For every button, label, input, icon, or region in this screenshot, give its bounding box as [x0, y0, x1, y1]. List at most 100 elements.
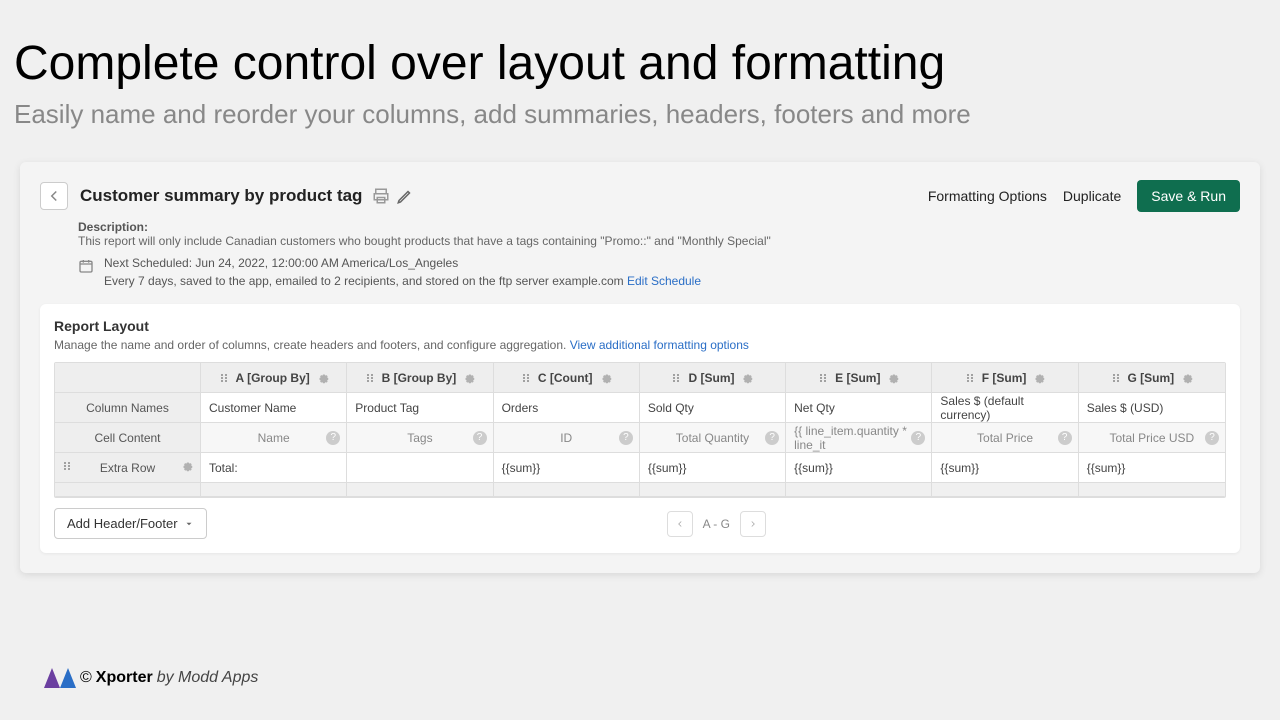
drag-icon[interactable] [520, 372, 532, 384]
help-icon[interactable]: ? [911, 431, 925, 445]
cell-content-cell[interactable]: Total Price USD? [1079, 423, 1225, 453]
print-icon[interactable] [372, 187, 390, 205]
schedule-recurrence: Every 7 days, saved to the app, emailed … [104, 274, 624, 288]
drag-icon[interactable] [61, 460, 73, 472]
drag-icon[interactable] [1110, 372, 1122, 384]
spacer-cell [201, 483, 347, 497]
pager-prev-button[interactable] [667, 511, 693, 537]
cell-content-cell[interactable]: Total Quantity? [640, 423, 786, 453]
cell-content-cell[interactable]: Name? [201, 423, 347, 453]
save-run-button[interactable]: Save & Run [1137, 180, 1240, 212]
schedule-next: Next Scheduled: Jun 24, 2022, 12:00:00 A… [104, 254, 701, 272]
page-subtitle: Easily name and reorder your columns, ad… [0, 91, 1280, 130]
spacer-cell [786, 483, 932, 497]
column-name-cell[interactable]: Sold Qty [640, 393, 786, 423]
duplicate-link[interactable]: Duplicate [1063, 188, 1121, 204]
cell-content-cell[interactable]: {{ line_item.quantity * line_it? [786, 423, 932, 453]
footer-by: by Modd Apps [157, 669, 259, 687]
column-name-cell[interactable]: Product Tag [347, 393, 493, 423]
column-name-cell[interactable]: Customer Name [201, 393, 347, 423]
layout-title: Report Layout [54, 318, 1226, 334]
extra-row-cell[interactable] [347, 453, 493, 483]
extra-row-cell[interactable]: {{sum}} [1079, 453, 1225, 483]
cell-content-cell[interactable]: Total Price? [932, 423, 1078, 453]
app-card: Customer summary by product tag Formatti… [20, 162, 1260, 573]
logo-bar-2 [60, 668, 76, 688]
description-text: This report will only include Canadian c… [78, 234, 771, 248]
extra-row-cell[interactable]: {{sum}} [494, 453, 640, 483]
view-formatting-link[interactable]: View additional formatting options [570, 338, 749, 352]
extra-row-cell[interactable]: {{sum}} [640, 453, 786, 483]
drag-icon[interactable] [964, 372, 976, 384]
column-header[interactable]: D [Sum] [640, 363, 786, 393]
column-header[interactable]: F [Sum] [932, 363, 1078, 393]
column-header[interactable]: C [Count] [494, 363, 640, 393]
description-label: Description: [78, 220, 148, 234]
gear-icon[interactable] [1032, 371, 1046, 385]
pager: A - G [667, 511, 766, 537]
gear-icon[interactable] [180, 459, 194, 473]
pager-next-button[interactable] [740, 511, 766, 537]
spacer-cell [932, 483, 1078, 497]
help-icon[interactable]: ? [473, 431, 487, 445]
footer-brand: Xporter [96, 669, 153, 687]
column-header[interactable]: G [Sum] [1079, 363, 1225, 393]
help-icon[interactable]: ? [765, 431, 779, 445]
footer: © Xporter by Modd Apps [44, 668, 258, 688]
extra-row-cell[interactable]: Total: [201, 453, 347, 483]
logo [44, 668, 76, 688]
description-block: Description: This report will only inclu… [40, 220, 1240, 248]
spacer-cell [494, 483, 640, 497]
extra-row-cell[interactable]: {{sum}} [932, 453, 1078, 483]
help-icon[interactable]: ? [619, 431, 633, 445]
cell-content-cell[interactable]: Tags? [347, 423, 493, 453]
footer-copyright: © [80, 669, 92, 687]
column-name-cell[interactable]: Net Qty [786, 393, 932, 423]
grid-corner [55, 363, 201, 393]
drag-icon[interactable] [364, 372, 376, 384]
spacer-cell [347, 483, 493, 497]
gear-icon[interactable] [1180, 371, 1194, 385]
column-name-cell[interactable]: Orders [494, 393, 640, 423]
column-name-cell[interactable]: Sales $ (default currency) [932, 393, 1078, 423]
help-icon[interactable]: ? [326, 431, 340, 445]
formatting-options-link[interactable]: Formatting Options [928, 188, 1047, 204]
gear-icon[interactable] [740, 371, 754, 385]
chevron-right-icon [748, 519, 758, 529]
gear-icon[interactable] [886, 371, 900, 385]
column-header[interactable]: A [Group By] [201, 363, 347, 393]
chevron-left-icon [675, 519, 685, 529]
gear-icon[interactable] [462, 371, 476, 385]
layout-section: Report Layout Manage the name and order … [40, 304, 1240, 553]
logo-bar-1 [44, 668, 60, 688]
back-button[interactable] [40, 182, 68, 210]
spacer [55, 483, 201, 497]
layout-grid: A [Group By]B [Group By]C [Count]D [Sum]… [54, 362, 1226, 498]
gear-icon[interactable] [316, 371, 330, 385]
arrow-left-icon [45, 187, 63, 205]
calendar-icon [78, 258, 94, 274]
add-header-footer-button[interactable]: Add Header/Footer [54, 508, 207, 539]
drag-icon[interactable] [817, 372, 829, 384]
drag-icon[interactable] [670, 372, 682, 384]
chevron-down-icon [184, 519, 194, 529]
pager-label: A - G [697, 517, 736, 531]
spacer-cell [1079, 483, 1225, 497]
row-label-names: Column Names [55, 393, 201, 423]
edit-schedule-link[interactable]: Edit Schedule [627, 274, 701, 288]
column-name-cell[interactable]: Sales $ (USD) [1079, 393, 1225, 423]
edit-icon[interactable] [396, 187, 414, 205]
page-title: Complete control over layout and formatt… [0, 0, 1280, 91]
schedule-block: Next Scheduled: Jun 24, 2022, 12:00:00 A… [40, 248, 1240, 290]
gear-icon[interactable] [599, 371, 613, 385]
extra-row-cell[interactable]: {{sum}} [786, 453, 932, 483]
cell-content-cell[interactable]: ID? [494, 423, 640, 453]
column-header[interactable]: B [Group By] [347, 363, 493, 393]
help-icon[interactable]: ? [1205, 431, 1219, 445]
header-row: Customer summary by product tag Formatti… [40, 174, 1240, 220]
column-header[interactable]: E [Sum] [786, 363, 932, 393]
row-label-content: Cell Content [55, 423, 201, 453]
drag-icon[interactable] [218, 372, 230, 384]
row-label-extra: Extra Row [55, 453, 201, 483]
help-icon[interactable]: ? [1058, 431, 1072, 445]
